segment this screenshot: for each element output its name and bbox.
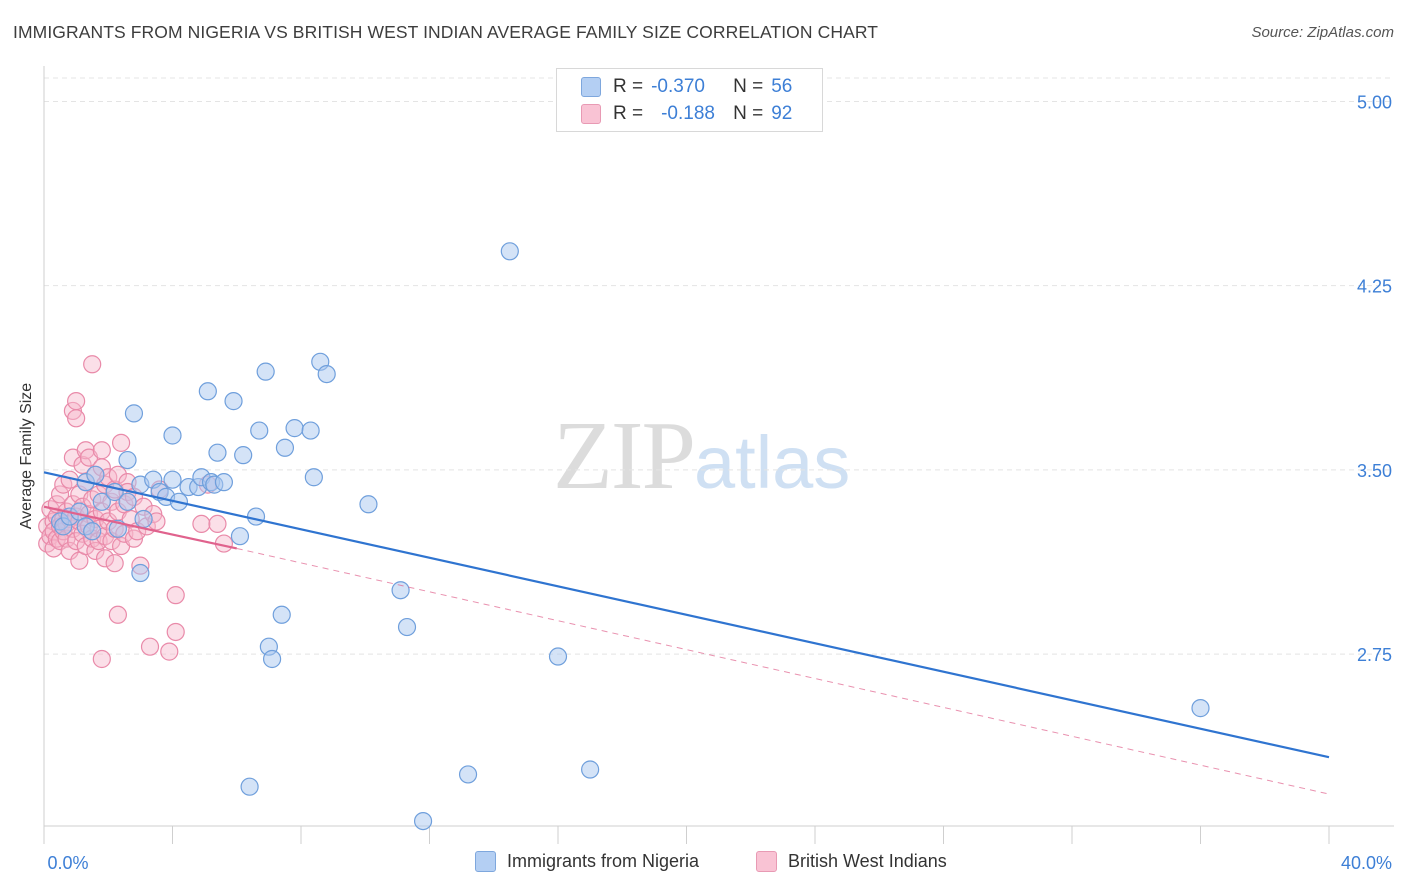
y-axis-title: Average Family Size [18,382,35,530]
bwi-trend-line [43,505,237,550]
bottom-legend-swatch-blue [475,851,496,872]
nigeria-point [234,446,253,465]
bottom-legend-swatch-pink [756,851,777,872]
watermark-atlas: atlas [694,421,851,504]
bwi-point [67,409,86,428]
bwi-point [108,605,127,624]
nigeria-point [1191,699,1210,718]
bwi-point [95,549,115,568]
nigeria-point [317,364,336,384]
nigeria-point [224,392,243,411]
legend-n-value: 92 [771,103,793,124]
nigeria-point [581,760,600,779]
legend-r-label: R = [613,76,644,97]
bottom-legend-label: British West Indians [788,851,947,871]
legend-n-label: N = [733,103,764,124]
x-tick-label: 0.0% [47,853,88,873]
nigeria-point [124,404,144,423]
legend-row-bwi: R = -0.188 N = 92 [581,102,792,126]
bwi-point [111,433,131,452]
bwi-trend-extension [236,547,1330,795]
bwi-point [166,622,185,642]
watermark-zip: ZIP [553,402,696,510]
x-tick-label: 40.0% [1341,853,1392,873]
bwi-point [140,637,160,656]
nigeria-point [359,495,378,514]
nigeria-point [548,647,568,666]
nigeria-point [214,473,233,492]
nigeria-point [391,581,410,600]
nigeria-point [198,382,217,401]
bwi-point [86,541,105,561]
nigeria-point [118,492,137,511]
nigeria-point [131,563,150,583]
bwi-point [160,642,179,661]
nigeria-point [83,522,102,541]
nigeria-point [256,362,275,381]
y-tick-label: 4.25 [1357,277,1392,297]
nigeria-point [500,242,519,261]
source-label: Source: ZipAtlas.com [1251,24,1394,41]
nigeria-point [275,438,295,457]
bwi-point [92,649,111,669]
nigeria-point [163,470,182,489]
bwi-point [208,514,227,534]
nigeria-point [250,421,269,440]
legend-row-nigeria: R = -0.370 N = 56 [581,75,792,99]
bwi-point [105,554,124,573]
nigeria-point [240,777,259,796]
bwi-point [192,514,211,534]
y-tick-label: 2.75 [1357,645,1392,665]
bottom-legend-label: Immigrants from Nigeria [507,851,700,871]
nigeria-point [301,421,320,440]
bwi-point [67,392,86,411]
nigeria-point [230,527,250,546]
y-tick-label: 5.00 [1357,92,1392,112]
bottom-legend-bwi: British West Indians [756,851,947,872]
nigeria-point [92,492,111,511]
nigeria-point [413,811,433,831]
legend-swatch-blue [581,77,601,97]
bwi-point [73,455,92,475]
chart-title: IMMIGRANTS FROM NIGERIA VS BRITISH WEST … [13,22,879,42]
nigeria-point [262,649,282,669]
nigeria-point [304,468,323,487]
legend-r-value: -0.188 [661,103,715,124]
nigeria-point [163,426,182,445]
bwi-point [166,586,185,605]
nigeria-point [458,765,478,784]
legend-swatch-pink [581,104,601,124]
nigeria-trend-line [43,471,1330,759]
nigeria-point [134,509,153,529]
nigeria-point [86,465,105,484]
legend-r-label: R = [613,103,644,124]
nigeria-point [285,419,304,438]
correlation-legend: R = -0.370 N = 56 R = -0.188 N = 92 [556,68,823,132]
legend-n-value: 56 [771,76,793,97]
nigeria-point [246,507,266,526]
bwi-point [108,465,127,484]
legend-r-value: -0.370 [651,76,705,97]
bottom-legend-nigeria: Immigrants from Nigeria [475,851,699,872]
nigeria-point [397,617,417,637]
bwi-point [50,485,70,504]
nigeria-point [118,450,137,470]
y-tick-label: 3.50 [1357,461,1392,481]
bwi-point [92,441,111,460]
nigeria-point [272,605,291,624]
legend-n-label: N = [733,76,764,97]
bwi-point [83,355,102,374]
nigeria-point [208,443,227,462]
watermark: ZIPatlas [553,400,850,512]
